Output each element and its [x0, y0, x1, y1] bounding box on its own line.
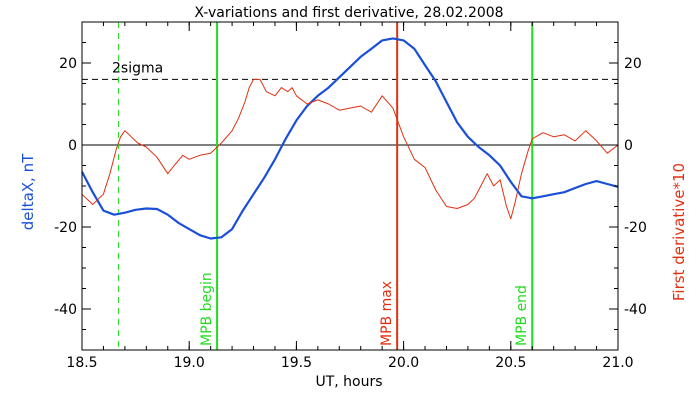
x-tick-label: 19.5	[281, 355, 312, 371]
x-tick-label: 20.0	[388, 355, 419, 371]
plot-labels: 2sigma MPB begin MPB max MPB end	[112, 60, 530, 346]
vline-label-4: MPB end	[514, 285, 530, 346]
y-tick-label-left: 20	[59, 56, 77, 72]
y-tick-label-left: -20	[54, 220, 77, 236]
x-tick-label: 20.5	[495, 355, 526, 371]
y-tick-label-left: 0	[68, 138, 77, 154]
vline-label-3: MPB max	[379, 281, 395, 346]
y-tick-label-right: 20	[624, 56, 642, 72]
chart-title: X-variations and first derivative, 28.02…	[194, 5, 503, 21]
x-tick-label: 19.0	[174, 355, 205, 371]
y-axis-label-right: First derivative*10	[670, 163, 688, 301]
plot-series	[81, 37, 619, 240]
x-tick-label: 18.5	[66, 355, 97, 371]
plot-ticks: 18.5 19.0 19.5 20.0 20.5 21.0 -40 -40 -20 -20 0 0 20…	[54, 21, 647, 371]
y-axis-label-left: deltaX, nT	[19, 153, 37, 230]
x-axis-label: UT, hours	[315, 374, 382, 390]
y-tick-label-right: -20	[624, 220, 647, 236]
threshold-label: 2sigma	[112, 60, 163, 76]
vline-label-2: MPB begin	[199, 272, 215, 346]
y-tick-label-right: -40	[624, 302, 647, 318]
y-tick-label-right: 0	[624, 138, 633, 154]
plot-lines	[82, 22, 619, 350]
y-tick-label-left: -40	[54, 302, 77, 318]
deltax-line	[81, 37, 619, 240]
derivative-line	[81, 78, 619, 220]
x-tick-label: 21.0	[602, 355, 633, 371]
